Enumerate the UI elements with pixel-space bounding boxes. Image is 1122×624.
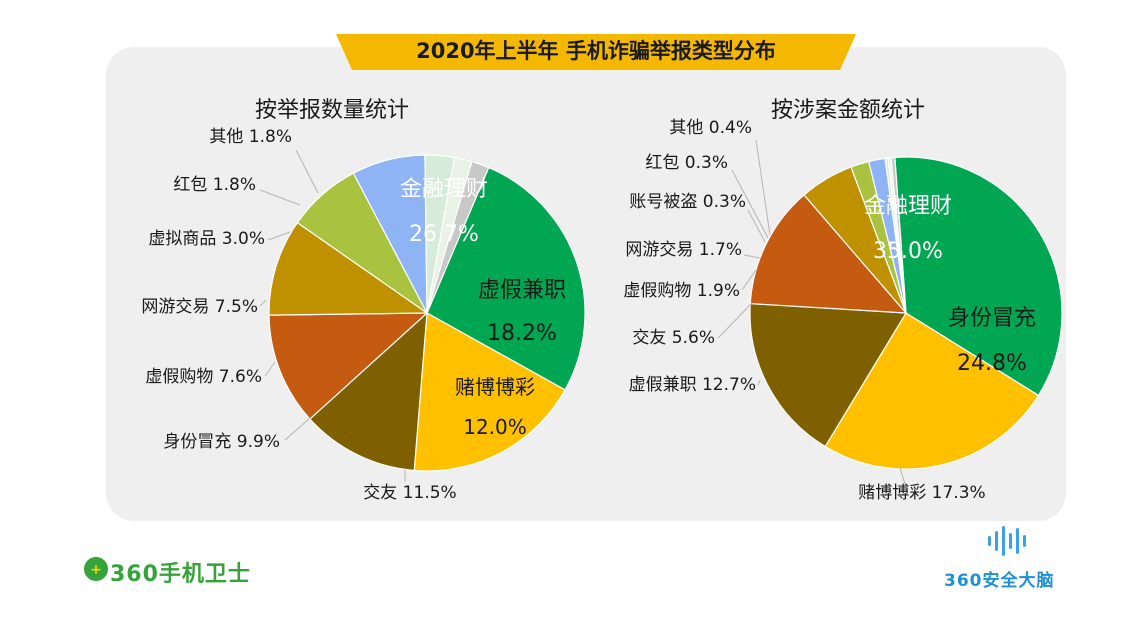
pie-1-leader-8 xyxy=(731,169,769,239)
pie-0-label-5: 虚假购物 7.6% xyxy=(145,367,262,387)
pie-1-label-9: 其他 0.4% xyxy=(669,118,752,138)
pie-1-slice-0 xyxy=(894,156,1063,397)
pie-1-label-6: 网游交易 1.7% xyxy=(625,240,742,260)
page-title: 2020年上半年 手机诈骗举报类型分布 xyxy=(416,39,776,63)
pie-1-label-7: 账号被盗 0.3% xyxy=(629,192,746,212)
right-chart-title: 按涉案金额统计 xyxy=(771,98,926,123)
pie-1-leader-9 xyxy=(755,139,771,236)
ai-brain-logo-icon xyxy=(988,526,1026,556)
pie-0-label-name-2: 赌博博彩 xyxy=(455,375,535,399)
pie-0-label-7: 虚拟商品 3.0% xyxy=(148,229,265,249)
pie-0-label-value-1: 18.2% xyxy=(487,321,557,346)
pie-1-slice-3 xyxy=(749,194,908,314)
brand-360-ai-brain: 360安全大脑 xyxy=(944,571,1055,591)
pie-1-slice-9 xyxy=(890,156,907,314)
pie-1-label-name-0: 金融理财 xyxy=(864,194,952,219)
pie-0-label-9: 其他 1.8% xyxy=(209,127,292,147)
pie-0-leader-7 xyxy=(267,231,291,241)
pie-0-slice-1 xyxy=(413,312,566,472)
pie-0-slice-2 xyxy=(309,311,428,472)
shield-logo-icon: + xyxy=(84,557,108,581)
pie-0-slice-9 xyxy=(426,160,490,314)
pie-1-leader-6 xyxy=(743,254,761,259)
pie-1-label-name-1: 身份冒充 xyxy=(948,306,1036,331)
pie-1-leader-7 xyxy=(747,209,766,243)
pie-1-label-3: 虚假兼职 12.7% xyxy=(629,375,756,395)
pie-1-label-8: 红包 0.3% xyxy=(645,153,728,173)
pie-1-leader-2 xyxy=(899,467,906,485)
pie-0-leader-4 xyxy=(284,417,311,441)
pie-0-label-value-0: 26.7% xyxy=(409,222,479,247)
pie-0-leader-6 xyxy=(259,299,267,307)
pie-1-label-4: 交友 5.6% xyxy=(632,328,715,348)
pie-1-label-5: 虚假购物 1.9% xyxy=(623,281,740,301)
pie-1-label-value-1: 24.8% xyxy=(957,351,1027,376)
pie-0-label-4: 身份冒充 9.9% xyxy=(163,432,280,452)
pie-1-slice-2 xyxy=(749,302,908,448)
pie-0-label-8: 红包 1.8% xyxy=(173,175,256,195)
pie-0-label-value-2: 12.0% xyxy=(463,415,527,439)
pie-1-leader-4 xyxy=(717,302,753,339)
pie-0-leader-8 xyxy=(259,189,301,206)
pie-0-leader-9 xyxy=(295,149,319,194)
pie-0-slice-4 xyxy=(268,221,429,316)
pie-0-slice-3 xyxy=(268,312,429,420)
pie-1-leader-3 xyxy=(757,379,761,386)
pie-0-leader-5 xyxy=(264,361,276,377)
pie-1-label-value-0: 35.0% xyxy=(873,239,943,264)
left-chart-title: 按举报数量统计 xyxy=(255,98,410,123)
pie-1-label-2: 赌博博彩 17.3% xyxy=(858,483,985,503)
pie-0-label-6: 网游交易 7.5% xyxy=(141,297,258,317)
pie-0-label-name-1: 虚假兼职 xyxy=(478,278,566,303)
pie-0-slice-0 xyxy=(426,166,586,391)
pie-1-leader-5 xyxy=(741,269,757,291)
pie-1-slice-1 xyxy=(824,312,1040,470)
title-banner xyxy=(336,34,856,70)
brand-360-guard: 360手机卫士 xyxy=(110,562,251,587)
pie-0-label-name-0: 金融理财 xyxy=(400,177,488,202)
pie-0-label-3: 交友 11.5% xyxy=(363,483,456,503)
svg-text:+: + xyxy=(90,562,102,578)
